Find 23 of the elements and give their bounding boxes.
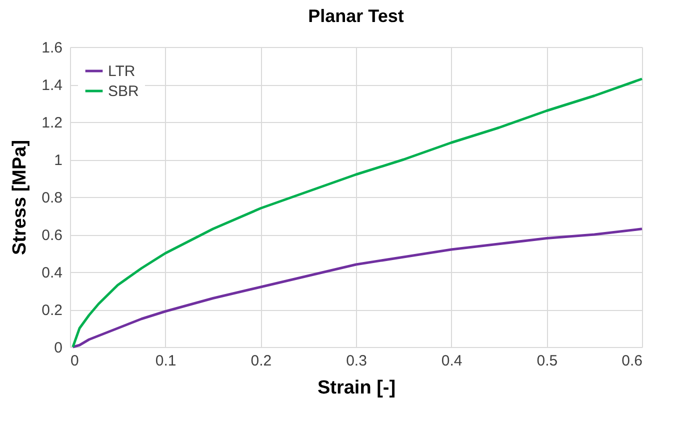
y-tick-label: 0.6 <box>42 227 62 244</box>
y-tick-label: 0.2 <box>42 302 62 319</box>
x-tick-label: 0 <box>70 352 79 370</box>
y-tick-label: 0 <box>54 340 62 356</box>
y-tick-label: 1.6 <box>42 40 62 56</box>
y-tick-label: 1 <box>54 152 62 169</box>
legend-label: LTR <box>108 63 136 80</box>
line-series <box>72 78 644 348</box>
y-tick-label: 0.4 <box>42 264 62 282</box>
x-tick-label: 0.3 <box>346 352 367 370</box>
y-axis-title: Stress [MPa] <box>10 140 31 256</box>
x-tick-label: 0.2 <box>250 352 272 370</box>
y-tick-label: 1.2 <box>42 114 62 132</box>
chart-title: Planar Test <box>308 6 404 26</box>
x-tick-label: 0.1 <box>155 352 176 370</box>
x-tick-label: 0.5 <box>536 352 558 370</box>
y-tick-label: 1.4 <box>42 77 62 94</box>
legend-label: SBR <box>108 83 140 100</box>
x-tick-label: 0.6 <box>622 352 642 370</box>
line-series <box>72 228 644 348</box>
x-axis-title: Strain [-] <box>317 378 396 398</box>
x-tick-label: 0.4 <box>441 352 462 370</box>
y-tick-label: 0.8 <box>42 190 62 206</box>
